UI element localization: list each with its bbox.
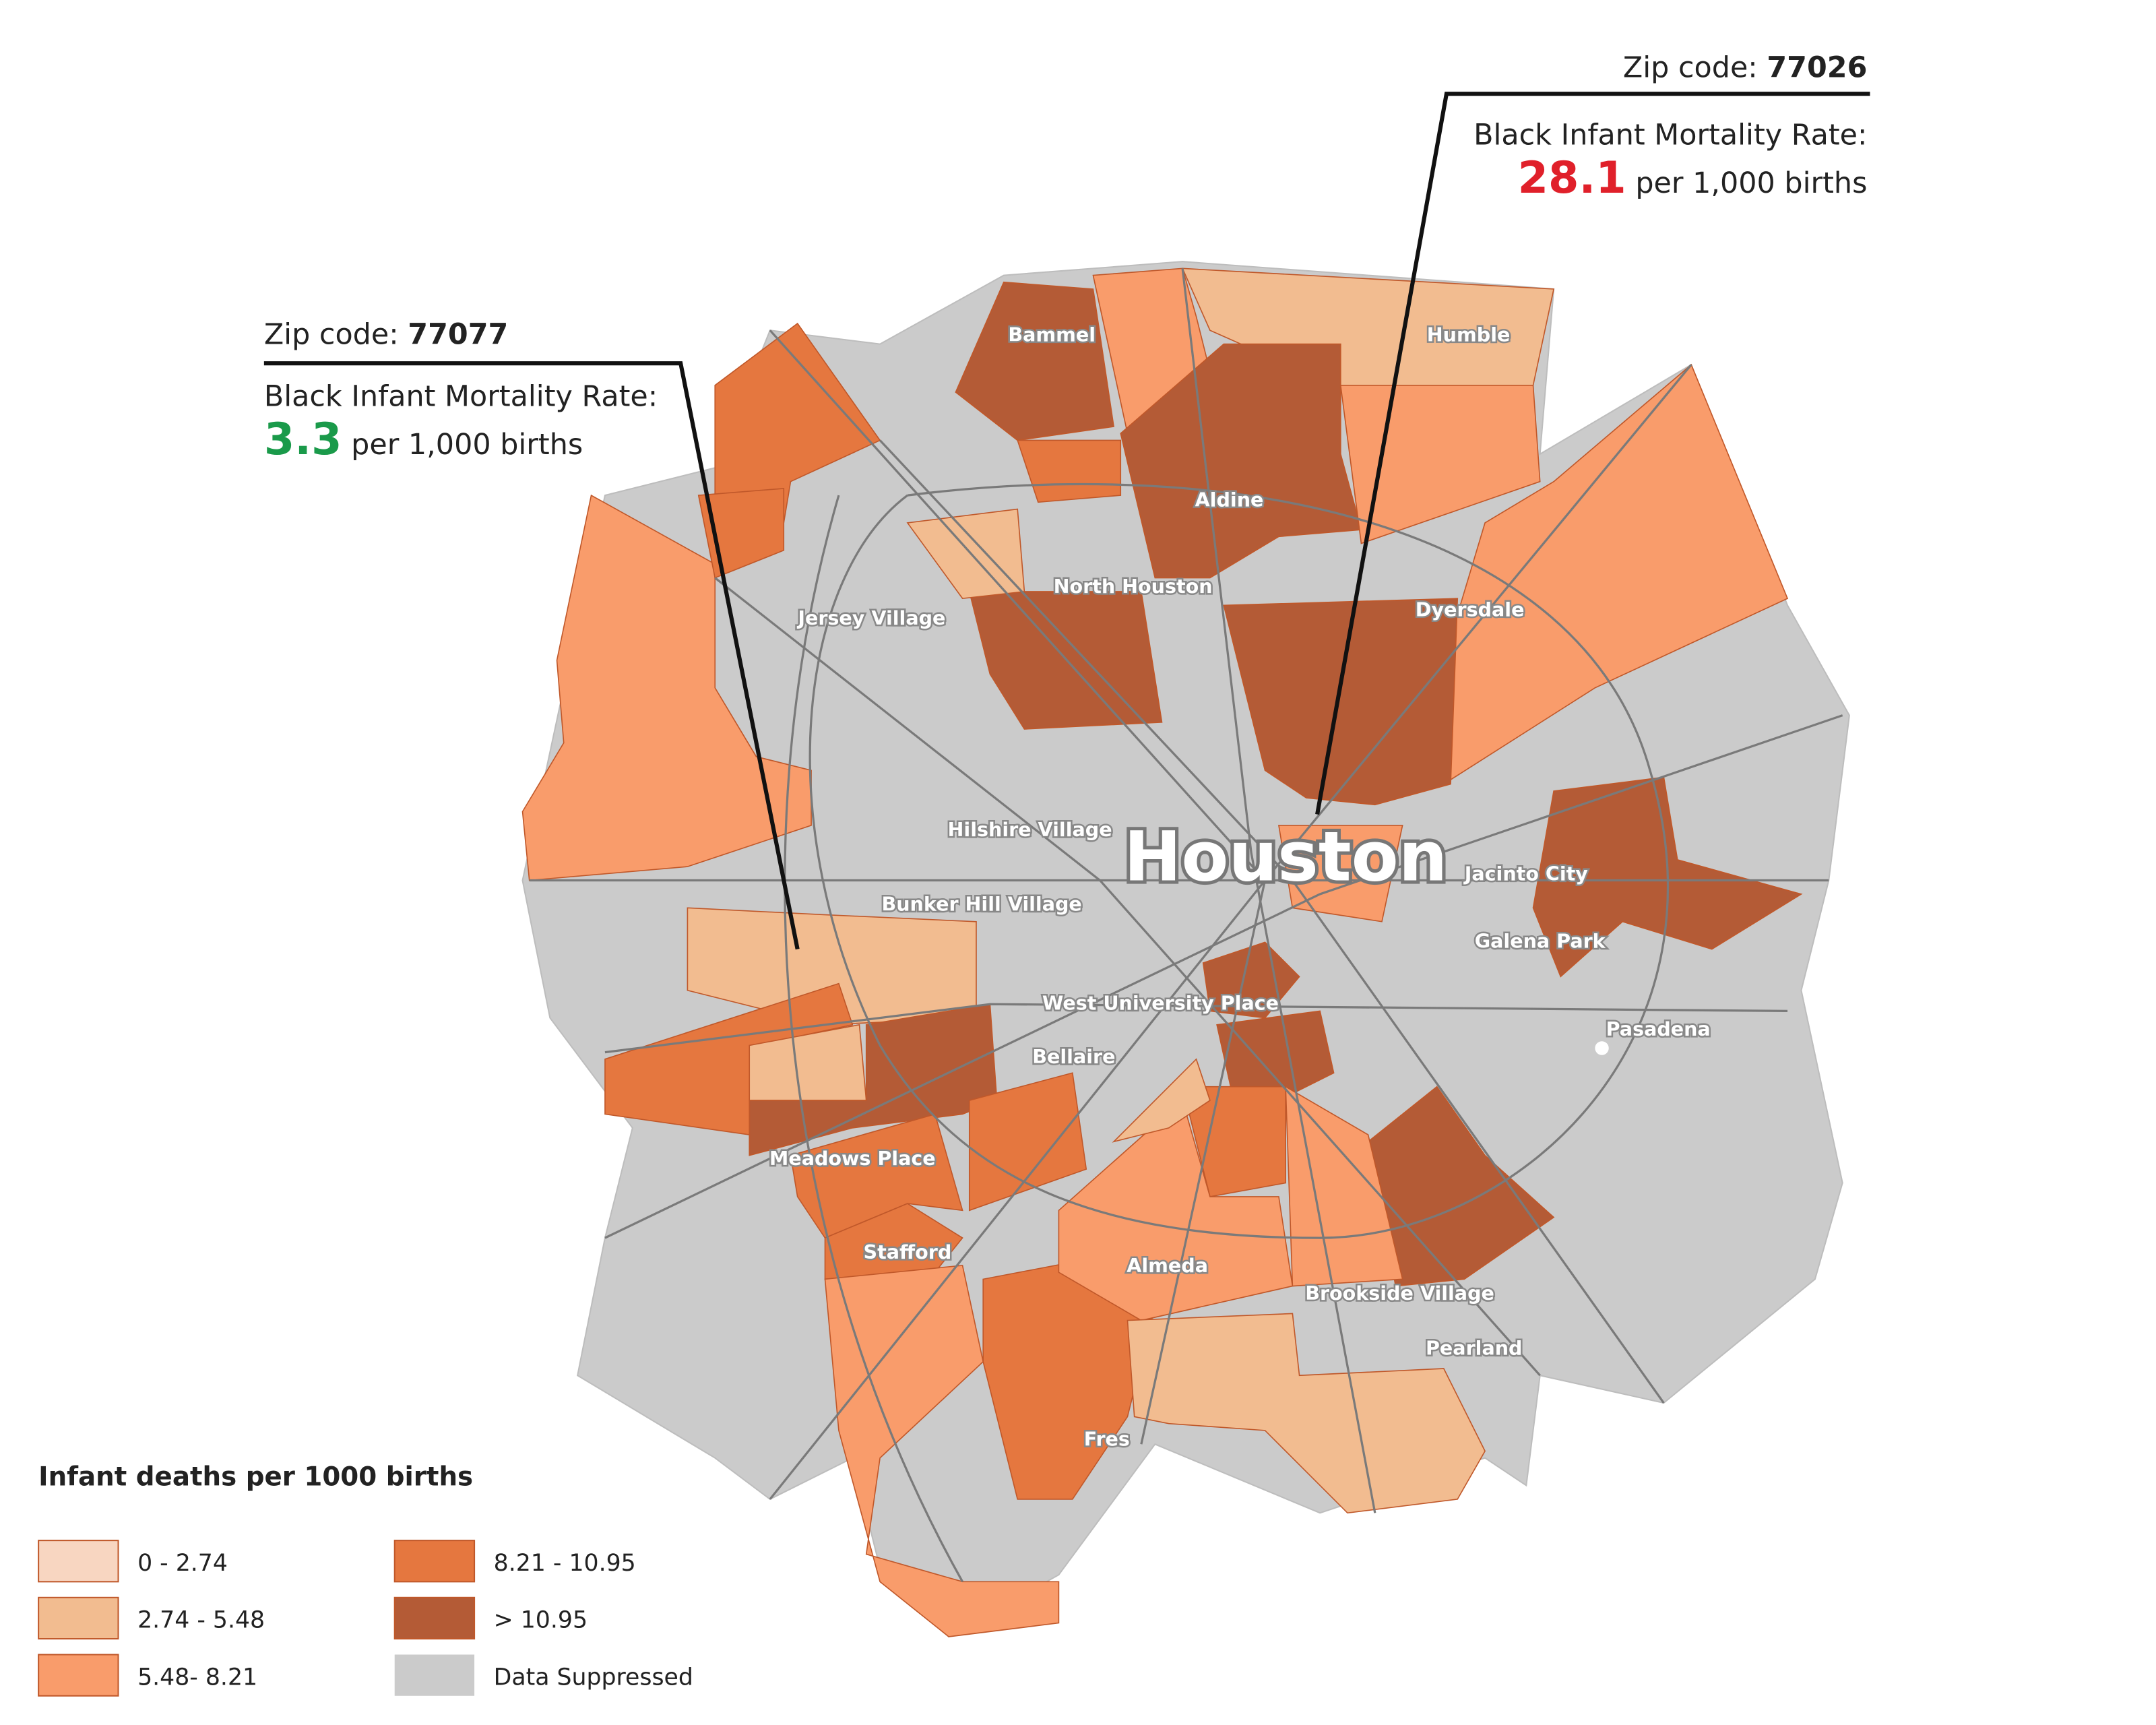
place-label: Jacinto City bbox=[1463, 862, 1589, 885]
zip-area bbox=[824, 1203, 963, 1280]
rate-label: Black Infant Mortality Rate: bbox=[1473, 119, 1867, 152]
legend-swatch bbox=[38, 1596, 119, 1640]
legend-label: 2.74 - 5.48 bbox=[137, 1607, 265, 1634]
place-label: Bammel bbox=[1008, 323, 1096, 346]
place-label: Jersey Village bbox=[796, 606, 945, 629]
zip-area bbox=[955, 281, 1114, 441]
zip-area bbox=[1443, 363, 1789, 786]
unit: per 1,000 births bbox=[1635, 166, 1867, 200]
legend-swatch bbox=[393, 1540, 476, 1583]
zip-area bbox=[1058, 1099, 1294, 1321]
zip-area bbox=[1223, 598, 1459, 806]
place-label: Dyersdale bbox=[1416, 598, 1525, 621]
zip-area bbox=[1112, 1058, 1211, 1143]
place-label: Galena Park bbox=[1475, 930, 1606, 953]
zip-area bbox=[1017, 439, 1122, 503]
callout-line bbox=[1315, 92, 1870, 815]
place-label: Pearland bbox=[1426, 1337, 1523, 1360]
zip-area bbox=[1285, 1086, 1403, 1287]
zip-area bbox=[1367, 1086, 1555, 1287]
place-label: Meadows Place bbox=[769, 1147, 936, 1170]
zip-area bbox=[1339, 385, 1541, 544]
unit: per 1,000 births bbox=[351, 428, 583, 462]
place-label: Bellaire bbox=[1032, 1045, 1115, 1068]
legend-label: 0 - 2.74 bbox=[137, 1550, 228, 1577]
place-label: Fres bbox=[1084, 1427, 1130, 1450]
place-label: Bunker Hill Village bbox=[881, 892, 1081, 915]
callout-line bbox=[263, 361, 800, 950]
callout-zip: Zip code: 77077 bbox=[264, 318, 509, 352]
place-label: Humble bbox=[1427, 323, 1511, 346]
legend-label: 8.21 - 10.95 bbox=[494, 1550, 636, 1577]
place-label: Aldine bbox=[1195, 488, 1264, 511]
rate: 3.3 bbox=[264, 414, 342, 465]
place-label: Almeda bbox=[1127, 1254, 1208, 1277]
place-label: Hilshire Village bbox=[948, 818, 1112, 841]
place-label: Brookside Village bbox=[1305, 1282, 1494, 1305]
legend-title: Infant deaths per 1000 births bbox=[38, 1462, 473, 1492]
place-label: West University Place bbox=[1042, 991, 1279, 1014]
zip-label: Zip code: bbox=[1623, 51, 1758, 85]
legend-label: 5.48- 8.21 bbox=[137, 1664, 257, 1691]
legend-label: Data Suppressed bbox=[494, 1664, 693, 1691]
rate: 28.1 bbox=[1518, 152, 1626, 203]
city-label: Houston bbox=[1124, 817, 1447, 898]
zip-area bbox=[906, 508, 1025, 600]
callout-rate: 28.1 per 1,000 births bbox=[1518, 152, 1868, 203]
place-label: Stafford bbox=[864, 1241, 952, 1263]
roads bbox=[529, 268, 1843, 1583]
place-label: Pasadena bbox=[1606, 1017, 1711, 1040]
zip-area bbox=[1182, 1086, 1286, 1197]
legend-swatch bbox=[394, 1654, 475, 1696]
zip-label: Zip code: bbox=[264, 318, 399, 352]
rate-label: Black Infant Mortality Rate: bbox=[264, 379, 658, 413]
zip-area bbox=[521, 494, 812, 881]
city-dot bbox=[1595, 1041, 1609, 1055]
legend-swatch bbox=[393, 1596, 476, 1640]
zip-area bbox=[968, 1072, 1087, 1212]
legend-swatch bbox=[38, 1540, 119, 1583]
zip-area bbox=[1127, 1313, 1486, 1514]
callout-zip: Zip code: 77026 bbox=[1623, 51, 1868, 85]
place-label: North Houston bbox=[1054, 575, 1213, 598]
zip: 77077 bbox=[408, 318, 508, 352]
legend-label: > 10.95 bbox=[494, 1607, 588, 1634]
legend-swatch bbox=[38, 1654, 119, 1697]
callout-rate: 3.3 per 1,000 births bbox=[264, 414, 583, 465]
zip: 77026 bbox=[1767, 51, 1867, 85]
